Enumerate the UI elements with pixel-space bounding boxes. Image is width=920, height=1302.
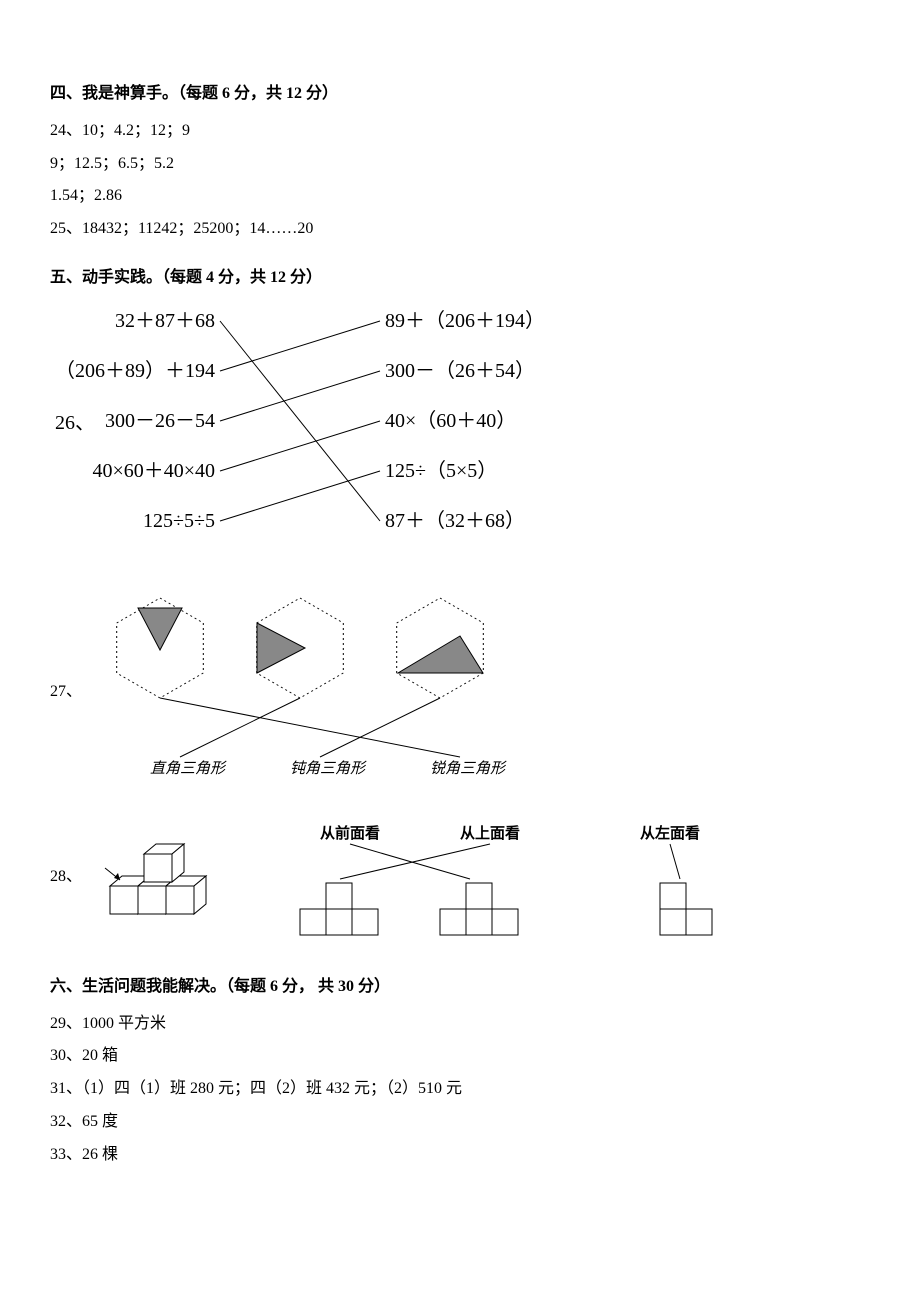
section-4-title: 四、我是神算手。（每题 6 分，共 12 分） bbox=[50, 80, 870, 109]
q28-num: 28、 bbox=[50, 863, 82, 892]
svg-text:300－（26＋54）: 300－（26＋54） bbox=[385, 359, 535, 382]
q27-diagram: 27、 直角三角形 钝角三角形 锐角三角形 bbox=[50, 593, 870, 793]
q24-line1: 24、10；4.2；12；9 bbox=[50, 117, 870, 146]
q27-num: 27、 bbox=[50, 678, 82, 707]
svg-text:直角三角形: 直角三角形 bbox=[150, 760, 227, 777]
q32: 32、65 度 bbox=[50, 1108, 870, 1137]
q26-diagram: 26、 32＋87＋68 （206＋89）＋194 300－26－54 40×60＋40… bbox=[50, 303, 870, 573]
q31: 31、（1）四（1）班 280 元；四（2）班 432 元；（2）510 元 bbox=[50, 1075, 870, 1104]
svg-text:125÷5÷5: 125÷5÷5 bbox=[143, 510, 215, 532]
svg-text:从上面看: 从上面看 bbox=[460, 824, 520, 842]
q25-line: 25、18432；11242；25200；14……20 bbox=[50, 215, 870, 244]
section-5-title: 五、动手实践。（每题 4 分，共 12 分） bbox=[50, 264, 870, 293]
q28-diagram: 28、 从前面看 从上面看 从左面看 bbox=[50, 813, 870, 943]
svg-text:（206＋89）＋194: （206＋89）＋194 bbox=[55, 359, 215, 382]
q33: 33、26 棵 bbox=[50, 1141, 870, 1170]
svg-text:40×60＋40×40: 40×60＋40×40 bbox=[92, 460, 215, 482]
svg-text:钝角三角形: 钝角三角形 bbox=[290, 760, 367, 777]
q27-svg: 直角三角形 钝角三角形 锐角三角形 bbox=[90, 593, 550, 793]
svg-text:89＋（206＋194）: 89＋（206＋194） bbox=[385, 309, 545, 332]
svg-text:87＋（32＋68）: 87＋（32＋68） bbox=[385, 509, 525, 532]
svg-text:40×（60＋40）: 40×（60＋40） bbox=[385, 409, 516, 432]
svg-text:26、: 26、 bbox=[55, 412, 95, 434]
svg-text:从左面看: 从左面看 bbox=[640, 824, 700, 842]
svg-text:125÷（5×5）: 125÷（5×5） bbox=[385, 459, 497, 482]
svg-text:32＋87＋68: 32＋87＋68 bbox=[115, 310, 215, 332]
q30: 30、20 箱 bbox=[50, 1042, 870, 1071]
svg-text:从前面看: 从前面看 bbox=[320, 824, 380, 842]
svg-text:锐角三角形: 锐角三角形 bbox=[430, 760, 507, 777]
q24-line2: 9；12.5；6.5；5.2 bbox=[50, 150, 870, 179]
q29: 29、1000 平方米 bbox=[50, 1010, 870, 1039]
q24-line3: 1.54；2.86 bbox=[50, 182, 870, 211]
section-6-title: 六、生活问题我能解决。（每题 6 分， 共 30 分） bbox=[50, 973, 870, 1002]
q28-svg: 从前面看 从上面看 从左面看 bbox=[90, 813, 770, 943]
q26-svg: 26、 32＋87＋68 （206＋89）＋194 300－26－54 40×60＋40… bbox=[50, 303, 650, 573]
svg-text:300－26－54: 300－26－54 bbox=[105, 410, 215, 432]
